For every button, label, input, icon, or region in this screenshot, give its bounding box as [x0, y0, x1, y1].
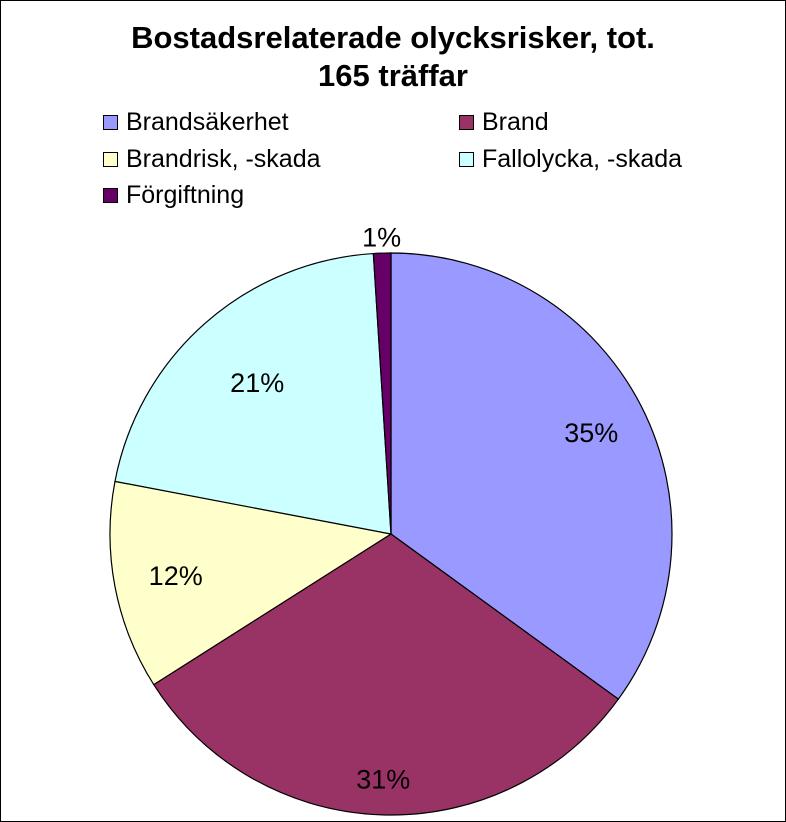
pie-slices	[109, 252, 673, 816]
legend-item-fallolycka: Fallolycka, -skada	[459, 142, 682, 176]
legend: Brandsäkerhet Brand Brandrisk, -skada Fa…	[103, 105, 763, 215]
slice-label: 12%	[149, 561, 203, 591]
legend-label: Brandrisk, -skada	[126, 144, 321, 173]
slice-brand	[152, 533, 620, 816]
slice-label: 35%	[564, 418, 618, 448]
legend-swatch	[459, 114, 474, 130]
pie-labels: 35% 31% 12% 21% 1%	[149, 222, 619, 794]
legend-item-brandrisk: Brandrisk, -skada	[103, 142, 321, 176]
legend-label: Brand	[482, 107, 549, 136]
chart-title-line-1: Bostadsrelaterade olycksrisker, tot.	[131, 20, 655, 55]
legend-label: Förgiftning	[126, 180, 245, 209]
legend-item-forgiftning: Förgiftning	[103, 178, 244, 212]
legend-label: Fallolycka, -skada	[482, 144, 683, 173]
legend-swatch	[459, 151, 474, 167]
slice-fallolycka	[114, 252, 392, 535]
chart-title-line-2: 165 träffar	[318, 58, 468, 93]
slice-brandrisk	[109, 480, 393, 686]
slice-label: 31%	[356, 764, 410, 794]
slice-label: 21%	[230, 368, 284, 398]
slice-forgiftning	[372, 252, 392, 535]
slice-brandsakerhet	[390, 252, 673, 701]
legend-swatch	[103, 187, 118, 203]
chart-title: Bostadsrelaterade olycksrisker, tot. 165…	[1, 19, 785, 95]
legend-item-brandsakerhet: Brandsäkerhet	[103, 105, 289, 139]
legend-item-brand: Brand	[459, 105, 549, 139]
legend-swatch	[103, 151, 118, 167]
legend-swatch	[103, 114, 118, 130]
slice-label: 1%	[362, 222, 401, 252]
legend-label: Brandsäkerhet	[126, 107, 289, 136]
